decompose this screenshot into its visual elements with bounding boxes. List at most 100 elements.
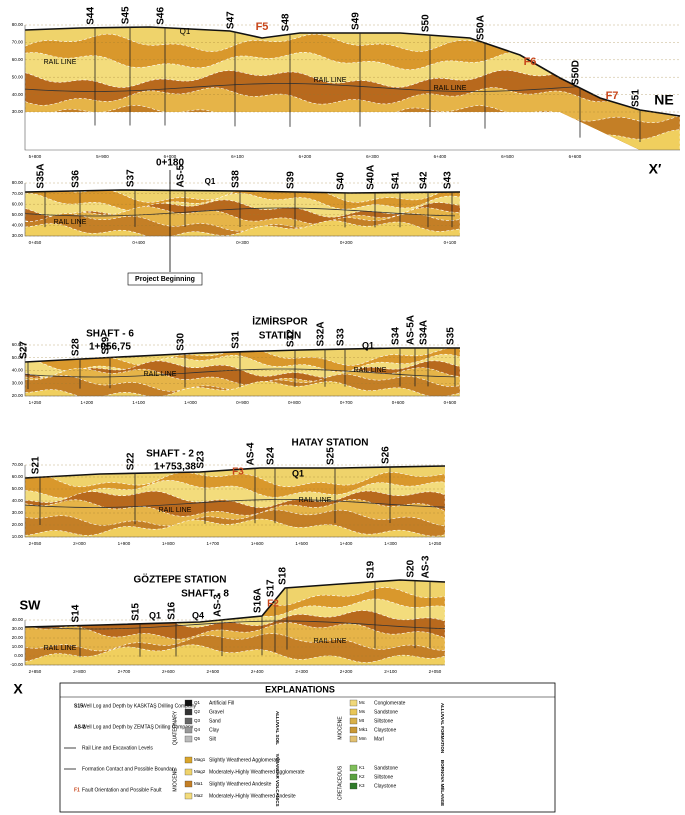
legend-text: Fault Orientation and Possible Fault bbox=[82, 787, 162, 793]
legend-text: Clay bbox=[209, 727, 220, 733]
chainage-label: 2+600 bbox=[162, 669, 175, 674]
borehole-label: S20 bbox=[406, 559, 417, 577]
section-label: STATION bbox=[259, 331, 301, 342]
legend-symbol: F1 bbox=[74, 787, 80, 793]
borehole-label: AS-4 bbox=[246, 442, 257, 465]
geology bbox=[25, 580, 445, 665]
section-label: SW bbox=[20, 597, 42, 612]
legend-title: EXPLANATIONS bbox=[265, 684, 335, 694]
elevation-label: 30.00 bbox=[12, 380, 24, 385]
legend-code: K2 bbox=[359, 774, 365, 779]
legend-unit: YAMANLAR VOLCANICS bbox=[275, 753, 280, 806]
legend-text: Gravel bbox=[209, 709, 224, 715]
legend-text: Formation Contact and Possible Boundary bbox=[82, 766, 176, 772]
legend-box bbox=[59, 682, 556, 813]
legend-era: MIOCENE bbox=[337, 716, 343, 740]
chainage-label: 6+200 bbox=[299, 154, 312, 159]
chainage-label: 2+400 bbox=[251, 669, 264, 674]
section-label: 1+753,38 bbox=[154, 462, 196, 473]
chainage-label: 2+050 bbox=[429, 669, 442, 674]
geology bbox=[25, 466, 445, 537]
elevation-label: 10.00 bbox=[12, 644, 24, 649]
borehole-label: S34 bbox=[391, 327, 402, 345]
legend-text: Well Log and Depth by ZEMTAŞ Drilling Co… bbox=[82, 724, 194, 730]
legend-code: Mk1 bbox=[359, 727, 368, 732]
section-label: NE bbox=[654, 92, 673, 108]
borehole-label: S14 bbox=[71, 604, 82, 622]
section-label: RAIL LINE bbox=[314, 638, 347, 645]
chainage-label: 0+300 bbox=[236, 240, 249, 245]
frame bbox=[24, 25, 680, 151]
elevation-label: 50.00 bbox=[12, 74, 24, 79]
borehole-label: S38 bbox=[231, 170, 242, 188]
legend-code: K3 bbox=[359, 783, 365, 788]
elevation-label: 30.00 bbox=[12, 626, 24, 631]
legend-code: Ms bbox=[359, 709, 366, 714]
borehole-label: S23 bbox=[196, 450, 207, 468]
borehole-label: S18 bbox=[278, 567, 289, 585]
borehole-label: S42 bbox=[419, 171, 430, 189]
borehole-label: S21 bbox=[31, 456, 42, 474]
chainage-label: 2+300 bbox=[295, 669, 308, 674]
chainage-label: 2+500 bbox=[206, 669, 219, 674]
section-label: Q4 bbox=[192, 610, 204, 620]
legend-code: Mm bbox=[359, 736, 367, 741]
chainage-label: 2+100 bbox=[384, 669, 397, 674]
borehole-label: S22 bbox=[126, 452, 137, 470]
borehole-label: S37 bbox=[126, 169, 137, 187]
legend-code: Mag1 bbox=[194, 757, 206, 762]
borehole-label: S50D bbox=[571, 60, 582, 85]
borehole-label: S26 bbox=[381, 446, 392, 464]
legend-swatch bbox=[349, 699, 358, 707]
layer bbox=[25, 644, 445, 665]
section-label: Q1 bbox=[362, 340, 374, 350]
chainage-label: 2+200 bbox=[340, 669, 353, 674]
borehole-label: S47 bbox=[226, 11, 237, 29]
legend-text: Slightly Weathered Andesite bbox=[209, 781, 272, 787]
legend-text: Well Log and Depth by KASKTAŞ Drilling C… bbox=[82, 703, 197, 709]
section-label: X′ bbox=[649, 161, 662, 177]
legend-text: Conglomerate bbox=[374, 700, 406, 706]
legend-swatch bbox=[184, 792, 193, 800]
ground-line bbox=[24, 579, 446, 628]
section-label: F3 bbox=[232, 467, 244, 478]
borehole-label: S40A bbox=[366, 165, 377, 190]
section-label: Q1 bbox=[180, 27, 191, 36]
borehole-label: AS-5A bbox=[406, 315, 417, 345]
layer bbox=[25, 380, 460, 396]
legend-unit: ALLUVIAL SOIL bbox=[275, 711, 280, 745]
section-label: RAIL LINE bbox=[299, 497, 332, 504]
legend-swatch bbox=[184, 735, 193, 743]
borehole-label: S24 bbox=[266, 447, 277, 465]
legend-swatch bbox=[349, 764, 358, 772]
chainage-label: 0+200 bbox=[340, 240, 353, 245]
chainage-label: 2+050 bbox=[29, 541, 42, 546]
legend-swatch bbox=[349, 717, 358, 725]
chainage-label: 2+800 bbox=[73, 669, 86, 674]
chainage-label: 5+800 bbox=[29, 154, 42, 159]
legend-symbol: AS-2 bbox=[74, 724, 86, 730]
elevation-label: 40.00 bbox=[12, 617, 24, 622]
legend-era: MIOCENE bbox=[172, 768, 178, 792]
borehole-label: S17 bbox=[266, 579, 277, 597]
borehole-label: S16A bbox=[253, 588, 264, 613]
legend-swatch bbox=[349, 726, 358, 734]
section-label: F6 bbox=[524, 56, 537, 68]
chainage-label: 1+000 bbox=[184, 400, 197, 405]
chainage-label: 2+000 bbox=[73, 541, 86, 546]
borehole-label: AS-3 bbox=[421, 555, 432, 578]
chainage-label: 0+900 bbox=[236, 400, 249, 405]
section-label: F7 bbox=[606, 90, 619, 102]
borehole-label: S45 bbox=[121, 6, 132, 24]
elevation-label: 80.00 bbox=[12, 180, 24, 185]
section-label: RAIL LINE bbox=[314, 77, 347, 84]
chainage-label: 6+500 bbox=[501, 154, 514, 159]
borehole-label: S50A bbox=[476, 15, 487, 40]
legend-code: Q5 bbox=[194, 736, 201, 741]
elevation-label: 60.00 bbox=[12, 474, 24, 479]
legend-text: Sandstone bbox=[374, 709, 398, 715]
elevation-label: 40.00 bbox=[12, 498, 24, 503]
section-label: F5 bbox=[256, 21, 269, 33]
borehole-label: S46 bbox=[156, 7, 167, 25]
legend-code: Mc bbox=[359, 700, 366, 705]
